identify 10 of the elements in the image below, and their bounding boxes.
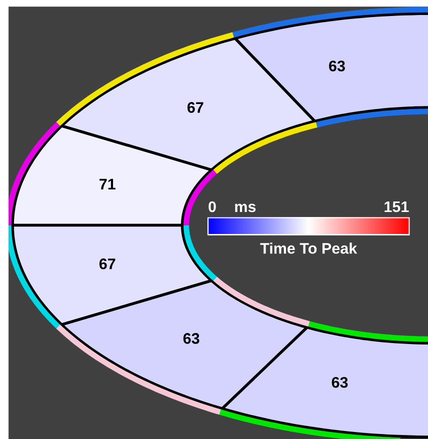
text: 0 [208,201,216,212]
text: 151 [384,201,409,212]
data-label: 63 [183,333,200,344]
data-label: 67 [99,258,116,270]
color-bar-title: Time To Peak [260,242,358,254]
text: ms [235,204,256,212]
data-label: 63 [329,60,345,72]
data-label: 63 [332,376,348,388]
data-label: 67 [187,102,204,113]
data-label: 71 [100,178,116,190]
